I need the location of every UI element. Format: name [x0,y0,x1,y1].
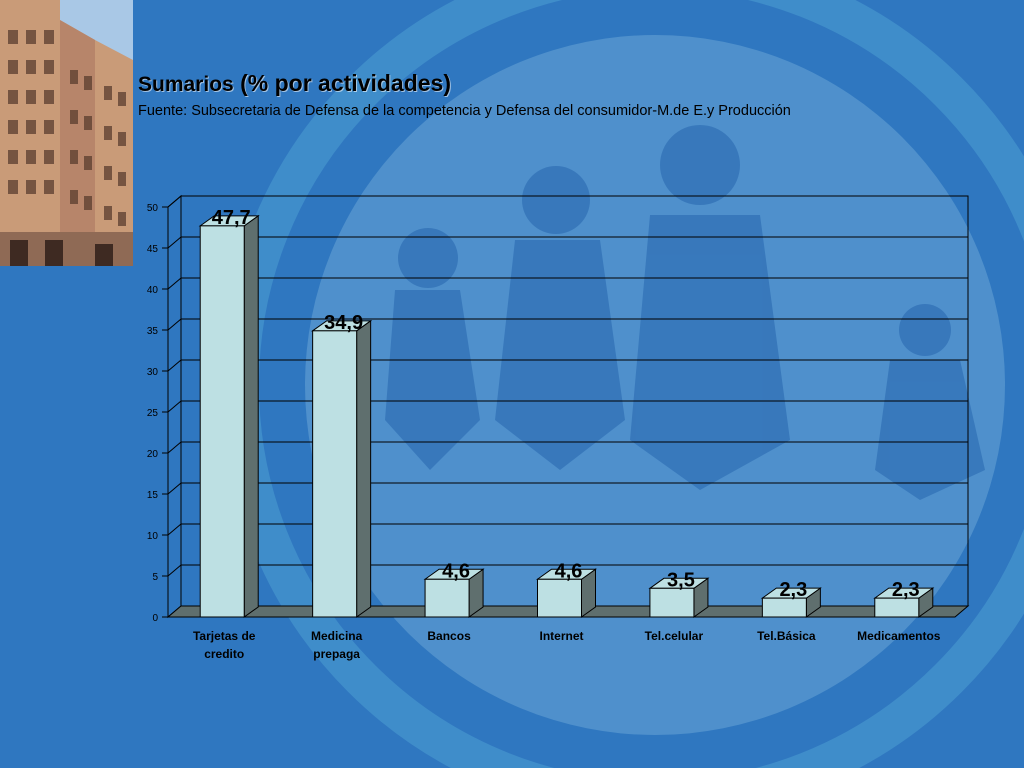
gridline [167,523,182,536]
bar-front [761,597,807,618]
x-tick-label: Tel.Básica [757,629,816,643]
y-tick-label: 20 [147,449,159,460]
x-tick-label: Tarjetas de credito [193,629,256,661]
x-tick-label-line: Bancos [427,629,471,643]
bar [311,319,373,618]
data-label: 3,5 [667,569,695,591]
bar-side [243,214,259,618]
y-tick-label: 40 [147,285,159,296]
gridline [167,277,182,290]
x-tick-label-line: credito [204,647,244,661]
y-tick-label: 15 [147,490,159,501]
gridline [167,318,182,331]
bar-front [424,578,470,618]
x-tick-label-line: Internet [539,629,583,643]
gridline [167,400,182,413]
data-label: 2,3 [892,579,920,601]
bar-front [649,587,695,618]
data-label: 2,3 [779,579,807,601]
y-tick-label: 35 [147,326,159,337]
gridline [167,359,182,372]
slide-subtitle: Fuente: Subsecretaria de Defensa de la c… [138,103,791,119]
x-tick-label: Bancos [427,629,471,643]
data-label: 4,6 [555,560,583,582]
x-tick-label-line: prepaga [313,647,360,661]
y-tick-label: 0 [152,613,158,624]
title-qualifier: (% por actividades) [240,70,451,96]
bar [535,568,598,618]
x-tick-label-line: Medicamentos [857,629,941,643]
gridline [167,564,182,577]
gridline [167,236,182,249]
x-tick-label-line: Medicina [311,629,363,643]
gridline [167,482,182,495]
data-label: 34,9 [324,312,363,334]
bar-front [537,578,582,618]
bar [198,214,260,618]
y-tick-label: 45 [147,244,159,255]
y-tick-label: 50 [147,203,159,214]
x-tick-label-line: Tarjetas de [193,629,256,643]
bar [648,577,710,618]
gridline [167,441,182,454]
bar [873,587,935,618]
bar [760,587,822,618]
bar-front [199,225,245,618]
bar-front [874,597,920,618]
data-label: 4,6 [442,560,470,582]
x-tick-label: Tel.celular [645,629,704,643]
bar [423,568,485,618]
x-tick-label-line: Tel.celular [645,629,704,643]
x-tick-label: Medicamentos [857,629,941,643]
y-tick-label: 10 [147,531,159,542]
gridline [167,195,182,208]
bar-side [356,319,372,618]
title-main: Sumarios [138,73,234,96]
y-tick-label: 25 [147,408,159,419]
x-tick-label: Internet [539,629,583,643]
bar-front [312,330,358,618]
y-tick-label: 5 [152,572,158,583]
x-tick-label-line: Tel.Básica [757,629,816,643]
slide-title: Sumarios (% por actividades) [138,70,451,97]
y-tick-label: 30 [147,367,159,378]
x-tick-label: Medicina prepaga [311,629,363,661]
data-label: 47,7 [212,207,251,229]
building-photo [0,0,133,266]
